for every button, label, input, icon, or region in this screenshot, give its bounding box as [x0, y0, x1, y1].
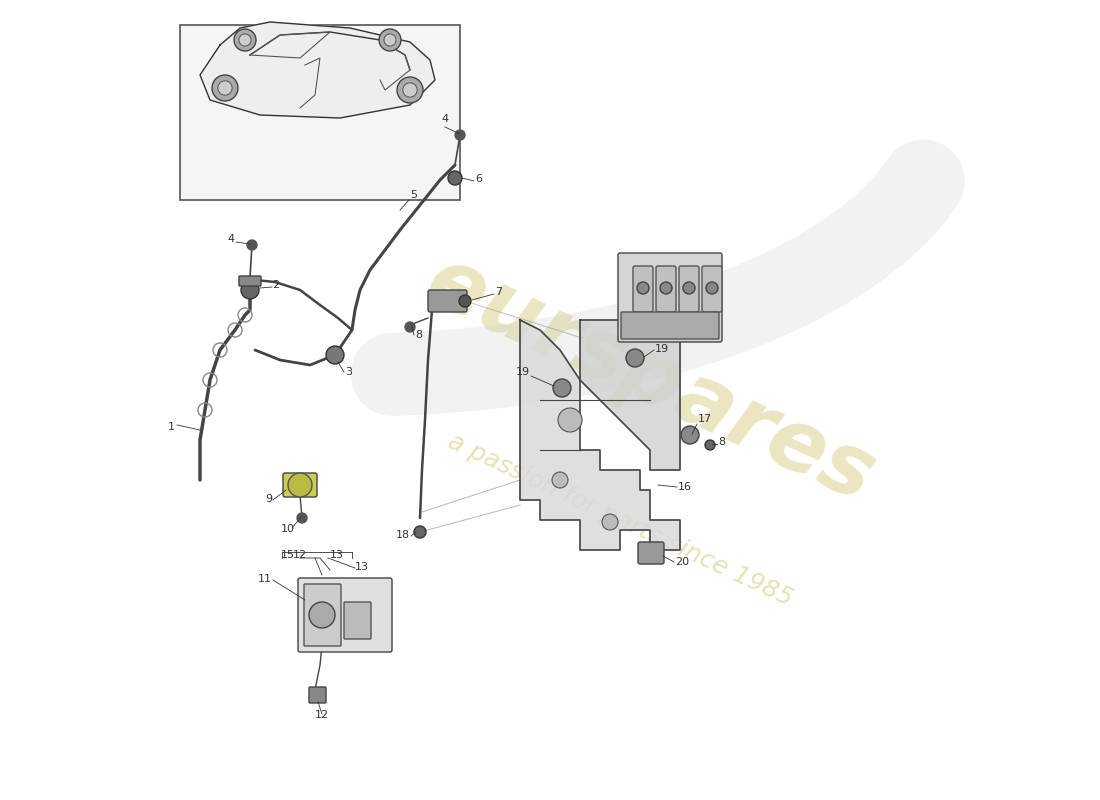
- Circle shape: [681, 426, 698, 444]
- Circle shape: [309, 602, 336, 628]
- Circle shape: [384, 34, 396, 46]
- Text: 12: 12: [293, 550, 307, 560]
- Circle shape: [212, 75, 238, 101]
- FancyBboxPatch shape: [298, 578, 392, 652]
- Circle shape: [288, 473, 312, 497]
- FancyBboxPatch shape: [304, 584, 341, 646]
- FancyBboxPatch shape: [283, 473, 317, 497]
- Polygon shape: [520, 320, 680, 550]
- Text: 17: 17: [698, 414, 712, 424]
- Polygon shape: [580, 320, 680, 470]
- Text: 10: 10: [280, 524, 295, 534]
- Circle shape: [683, 282, 695, 294]
- FancyBboxPatch shape: [656, 266, 676, 312]
- Circle shape: [297, 513, 307, 523]
- Text: 8: 8: [415, 330, 422, 340]
- Text: 15: 15: [280, 550, 295, 560]
- Circle shape: [239, 34, 251, 46]
- Circle shape: [241, 281, 258, 299]
- Text: 4: 4: [441, 114, 449, 124]
- Text: 20: 20: [675, 557, 689, 567]
- Circle shape: [637, 282, 649, 294]
- Text: 5: 5: [410, 190, 417, 200]
- Circle shape: [602, 514, 618, 530]
- Text: 3: 3: [345, 367, 352, 377]
- Circle shape: [552, 472, 568, 488]
- Text: 7: 7: [495, 287, 502, 297]
- Polygon shape: [200, 22, 434, 118]
- Circle shape: [459, 295, 471, 307]
- FancyBboxPatch shape: [618, 253, 722, 342]
- Circle shape: [326, 346, 344, 364]
- Text: 12: 12: [315, 710, 329, 720]
- Circle shape: [218, 81, 232, 95]
- Text: eurspares: eurspares: [412, 240, 888, 520]
- Circle shape: [414, 526, 426, 538]
- FancyBboxPatch shape: [428, 290, 468, 312]
- Circle shape: [706, 282, 718, 294]
- FancyBboxPatch shape: [621, 312, 719, 339]
- FancyBboxPatch shape: [180, 25, 460, 200]
- Text: 13: 13: [330, 550, 344, 560]
- Circle shape: [397, 77, 424, 103]
- Text: 13: 13: [355, 562, 368, 572]
- Circle shape: [248, 240, 257, 250]
- FancyBboxPatch shape: [344, 602, 371, 639]
- Circle shape: [448, 171, 462, 185]
- Circle shape: [379, 29, 401, 51]
- FancyBboxPatch shape: [239, 276, 261, 286]
- FancyBboxPatch shape: [638, 542, 664, 564]
- Circle shape: [405, 322, 415, 332]
- Circle shape: [660, 282, 672, 294]
- Text: 4: 4: [228, 234, 235, 244]
- Circle shape: [705, 440, 715, 450]
- FancyBboxPatch shape: [309, 687, 326, 703]
- FancyBboxPatch shape: [632, 266, 653, 312]
- FancyBboxPatch shape: [702, 266, 722, 312]
- Text: 6: 6: [475, 174, 482, 184]
- Text: 19: 19: [654, 344, 669, 354]
- Text: 1: 1: [168, 422, 175, 432]
- Text: 11: 11: [258, 574, 272, 584]
- Circle shape: [553, 379, 571, 397]
- Text: 16: 16: [678, 482, 692, 492]
- Circle shape: [234, 29, 256, 51]
- Circle shape: [455, 130, 465, 140]
- Text: 9: 9: [265, 494, 272, 504]
- Circle shape: [626, 349, 644, 367]
- Circle shape: [403, 83, 417, 97]
- Text: 19: 19: [516, 367, 530, 377]
- Text: 18: 18: [396, 530, 410, 540]
- Text: 8: 8: [718, 437, 725, 447]
- FancyBboxPatch shape: [679, 266, 699, 312]
- Text: a passion for parts since 1985: a passion for parts since 1985: [443, 430, 796, 610]
- Text: 2: 2: [272, 280, 279, 290]
- Circle shape: [558, 408, 582, 432]
